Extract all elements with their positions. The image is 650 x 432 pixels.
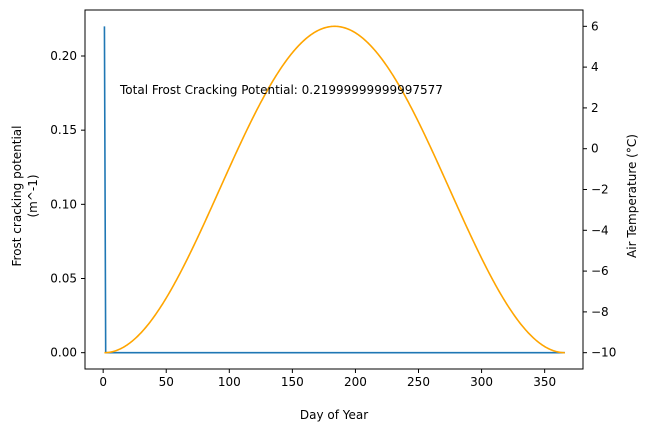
x-tick-label: 250 — [407, 375, 430, 389]
y-left-axis-label-line1: Frost cracking potential — [10, 126, 24, 267]
series-layer — [103, 25, 565, 354]
y-left-tick-label: 0.00 — [50, 346, 77, 360]
y-left-tick-label: 0.05 — [50, 272, 77, 286]
y-right-tick-label: −2 — [591, 183, 609, 197]
y-right-tick-label: −4 — [591, 223, 609, 237]
total-frost-annotation: Total Frost Cracking Potential: 0.219999… — [119, 83, 443, 97]
y-left-tick-label: 0.10 — [50, 197, 77, 211]
air-temperature-line — [104, 25, 565, 354]
y-right-tick-label: 0 — [591, 142, 599, 156]
x-tick-label: 0 — [99, 375, 107, 389]
x-axis-ticks: 0 50 100 150 200 250 300 350 — [99, 369, 556, 389]
y-left-axis-label-line2: (m^-1) — [26, 174, 40, 217]
y-right-tick-label: −6 — [591, 264, 609, 278]
y-left-tick-label: 0.20 — [50, 49, 77, 63]
x-axis-label: Day of Year — [300, 408, 368, 422]
x-tick-label: 50 — [159, 375, 174, 389]
x-tick-label: 100 — [218, 375, 241, 389]
y-right-tick-label: 2 — [591, 101, 599, 115]
x-tick-label: 200 — [344, 375, 367, 389]
y-right-tick-label: 4 — [591, 60, 599, 74]
plot-area — [85, 10, 583, 369]
y-right-tick-label: 6 — [591, 19, 599, 33]
y-left-axis-ticks: 0.00 0.05 0.10 0.15 0.20 — [50, 49, 85, 360]
y-right-tick-label: −10 — [591, 346, 616, 360]
y-right-axis-ticks: −10 −8 −6 −4 −2 0 2 4 6 — [583, 19, 616, 360]
y-right-axis-label: Air Temperature (°C) — [625, 134, 639, 258]
x-tick-label: 150 — [281, 375, 304, 389]
x-tick-label: 350 — [533, 375, 556, 389]
y-left-tick-label: 0.15 — [50, 123, 77, 137]
y-right-tick-label: −8 — [591, 305, 609, 319]
x-tick-label: 300 — [470, 375, 493, 389]
